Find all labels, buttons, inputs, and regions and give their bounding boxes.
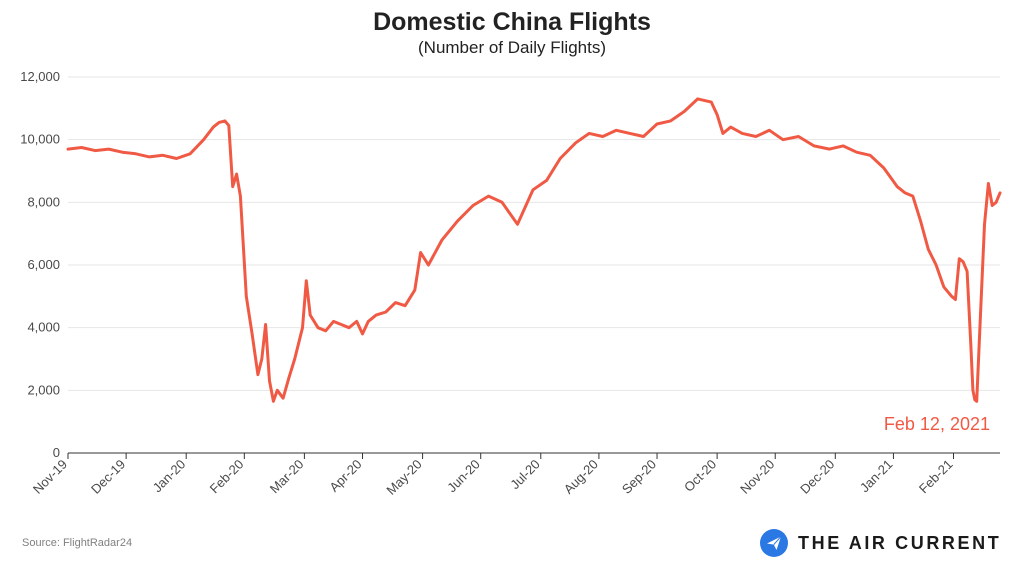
x-tick-label: Jul-20	[507, 457, 543, 493]
x-tick-label: Nov-20	[737, 457, 777, 497]
source-note: Source: FlightRadar24	[22, 537, 133, 549]
x-tick-label: Mar-20	[267, 457, 307, 497]
x-tick-label: Jan-20	[150, 457, 189, 496]
y-tick-label: 6,000	[27, 257, 60, 272]
annotation-label: Feb 12, 2021	[884, 414, 990, 434]
x-tick-label: Feb-20	[207, 457, 247, 497]
brand[interactable]: THE AIR CURRENT	[760, 528, 1001, 558]
series-line-daily-flights	[66, 97, 1002, 403]
y-tick-label: 0	[53, 445, 60, 460]
x-tick-label: Jun-20	[444, 457, 483, 496]
paper-plane-icon	[760, 529, 788, 557]
y-tick-label: 4,000	[27, 320, 60, 335]
chart-subtitle: (Number of Daily Flights)	[418, 38, 606, 57]
y-tick-label: 10,000	[20, 132, 60, 147]
x-tick-label: Dec-19	[88, 457, 128, 497]
chart-title: Domestic China Flights	[373, 8, 651, 36]
y-tick-label: 2,000	[27, 382, 60, 397]
x-tick-label: Aug-20	[561, 457, 601, 497]
y-tick-label: 12,000	[20, 69, 60, 84]
x-tick-label: Oct-20	[681, 457, 719, 495]
brand-name: THE AIR CURRENT	[798, 532, 1002, 553]
x-tick-label: Nov-19	[30, 457, 70, 497]
x-tick-label: Apr-20	[326, 457, 364, 495]
x-tick-label: Sep-20	[619, 457, 659, 497]
x-tick-label: Dec-20	[797, 457, 837, 497]
x-tick-label: Jan-21	[857, 457, 896, 496]
y-tick-label: 8,000	[27, 194, 60, 209]
x-tick-label: Feb-21	[916, 457, 956, 497]
x-tick-label: May-20	[383, 457, 424, 498]
